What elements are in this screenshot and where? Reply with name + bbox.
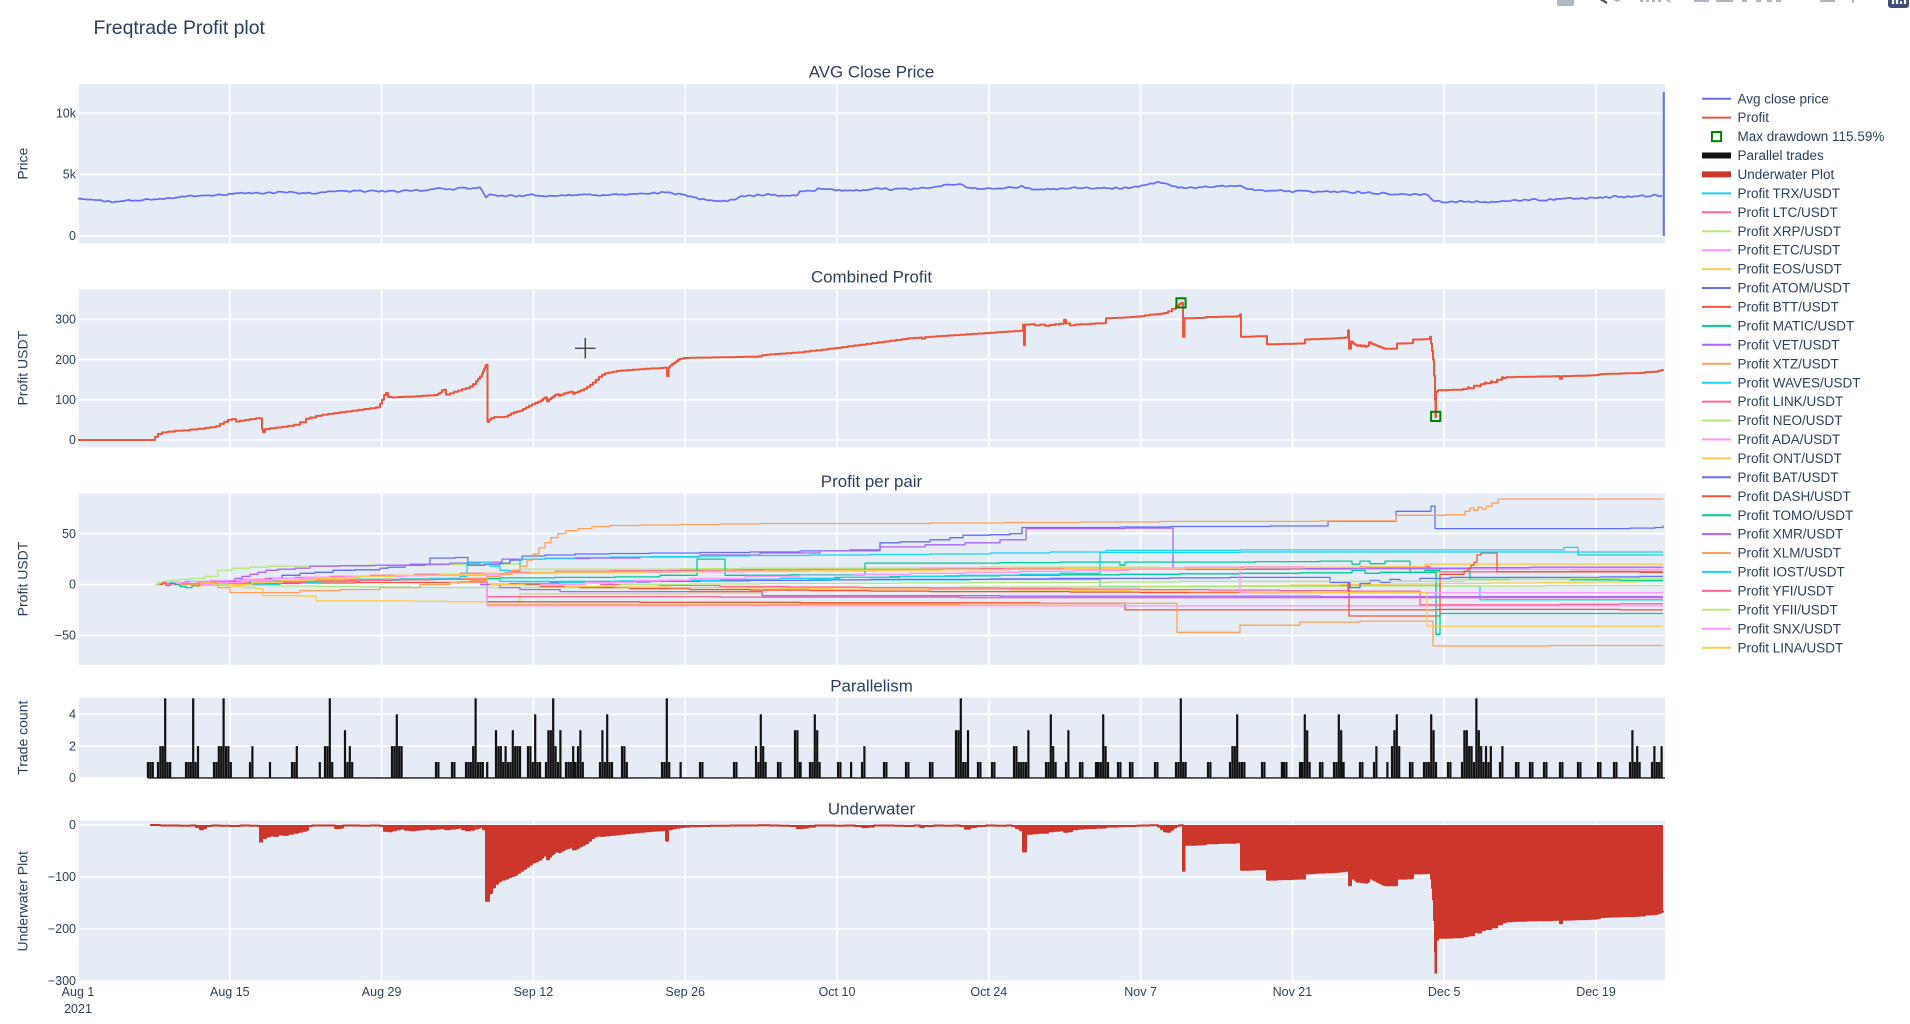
- svg-text:2021: 2021: [64, 1002, 92, 1016]
- svg-text:Profit DASH/USDT: Profit DASH/USDT: [1738, 489, 1851, 504]
- svg-text:Aug 15: Aug 15: [210, 985, 250, 999]
- svg-text:Nov 7: Nov 7: [1124, 985, 1157, 999]
- svg-text:Price: Price: [15, 148, 31, 180]
- svg-text:Aug 29: Aug 29: [362, 985, 402, 999]
- svg-text:Profit per pair: Profit per pair: [821, 472, 923, 491]
- svg-text:200: 200: [55, 353, 76, 367]
- svg-text:−50: −50: [55, 629, 76, 643]
- svg-text:Profit BTT/USDT: Profit BTT/USDT: [1738, 300, 1839, 315]
- svg-text:Profit BAT/USDT: Profit BAT/USDT: [1738, 470, 1839, 485]
- svg-text:Parallelism: Parallelism: [830, 677, 913, 696]
- svg-text:Profit IOST/USDT: Profit IOST/USDT: [1738, 565, 1845, 580]
- svg-text:−200: −200: [48, 922, 76, 936]
- svg-text:Max drawdown 115.59%: Max drawdown 115.59%: [1738, 129, 1885, 144]
- svg-text:Trade count: Trade count: [15, 701, 31, 775]
- svg-text:Profit ATOM/USDT: Profit ATOM/USDT: [1738, 281, 1851, 296]
- svg-text:−300: −300: [48, 974, 76, 988]
- svg-text:Underwater Plot: Underwater Plot: [15, 851, 31, 951]
- svg-text:Aug 1: Aug 1: [62, 985, 95, 999]
- svg-text:−100: −100: [48, 870, 76, 884]
- svg-text:Profit XRP/USDT: Profit XRP/USDT: [1738, 224, 1842, 239]
- svg-text:300: 300: [55, 313, 76, 327]
- svg-text:Avg close price: Avg close price: [1738, 91, 1829, 106]
- svg-text:5k: 5k: [63, 168, 77, 182]
- svg-text:Profit YFI/USDT: Profit YFI/USDT: [1738, 584, 1835, 599]
- svg-text:Profit ONT/USDT: Profit ONT/USDT: [1738, 451, 1842, 466]
- svg-text:4: 4: [69, 708, 76, 722]
- svg-text:Combined Profit: Combined Profit: [811, 268, 932, 287]
- svg-text:0: 0: [69, 771, 76, 785]
- svg-text:Profit: Profit: [1738, 110, 1770, 125]
- svg-text:0: 0: [69, 818, 76, 832]
- svg-text:Sep 12: Sep 12: [514, 985, 554, 999]
- svg-text:100: 100: [55, 393, 76, 407]
- svg-text:Profit LINK/USDT: Profit LINK/USDT: [1738, 394, 1844, 409]
- svg-text:Oct 10: Oct 10: [819, 985, 856, 999]
- svg-text:50: 50: [62, 527, 76, 541]
- svg-text:0: 0: [69, 578, 76, 592]
- svg-text:Dec 5: Dec 5: [1428, 985, 1461, 999]
- svg-text:Profit LTC/USDT: Profit LTC/USDT: [1738, 205, 1838, 220]
- svg-text:Oct 24: Oct 24: [970, 985, 1007, 999]
- svg-text:Profit VET/USDT: Profit VET/USDT: [1738, 337, 1840, 352]
- svg-text:0: 0: [69, 229, 76, 243]
- svg-text:Freqtrade Profit plot: Freqtrade Profit plot: [94, 17, 266, 39]
- svg-text:Underwater: Underwater: [828, 800, 916, 819]
- svg-text:Dec 19: Dec 19: [1576, 985, 1616, 999]
- svg-text:Sep 26: Sep 26: [665, 985, 705, 999]
- svg-text:Profit XTZ/USDT: Profit XTZ/USDT: [1738, 356, 1839, 371]
- svg-text:Profit YFII/USDT: Profit YFII/USDT: [1738, 602, 1838, 617]
- svg-text:Profit XMR/USDT: Profit XMR/USDT: [1738, 527, 1844, 542]
- svg-text:10k: 10k: [56, 106, 77, 120]
- svg-text:Nov 21: Nov 21: [1273, 985, 1313, 999]
- svg-text:Profit NEO/USDT: Profit NEO/USDT: [1738, 413, 1843, 428]
- svg-text:Profit MATIC/USDT: Profit MATIC/USDT: [1738, 319, 1855, 334]
- svg-text:Profit USDT: Profit USDT: [15, 541, 31, 616]
- svg-text:Parallel trades: Parallel trades: [1738, 148, 1825, 163]
- svg-text:Profit EOS/USDT: Profit EOS/USDT: [1738, 262, 1842, 277]
- svg-text:Profit USDT: Profit USDT: [15, 330, 31, 405]
- svg-text:Profit ETC/USDT: Profit ETC/USDT: [1738, 243, 1841, 258]
- svg-text:Profit TOMO/USDT: Profit TOMO/USDT: [1738, 508, 1854, 523]
- svg-text:Profit TRX/USDT: Profit TRX/USDT: [1738, 186, 1841, 201]
- svg-text:Profit ADA/USDT: Profit ADA/USDT: [1738, 432, 1841, 447]
- svg-text:2: 2: [69, 739, 76, 753]
- svg-text:Profit WAVES/USDT: Profit WAVES/USDT: [1738, 375, 1861, 390]
- svg-text:Profit SNX/USDT: Profit SNX/USDT: [1738, 621, 1842, 636]
- svg-text:AVG Close Price: AVG Close Price: [809, 63, 934, 82]
- svg-text:Underwater Plot: Underwater Plot: [1738, 167, 1835, 182]
- svg-text:0: 0: [69, 433, 76, 447]
- svg-text:Profit LINA/USDT: Profit LINA/USDT: [1738, 640, 1844, 655]
- svg-text:Profit XLM/USDT: Profit XLM/USDT: [1738, 546, 1842, 561]
